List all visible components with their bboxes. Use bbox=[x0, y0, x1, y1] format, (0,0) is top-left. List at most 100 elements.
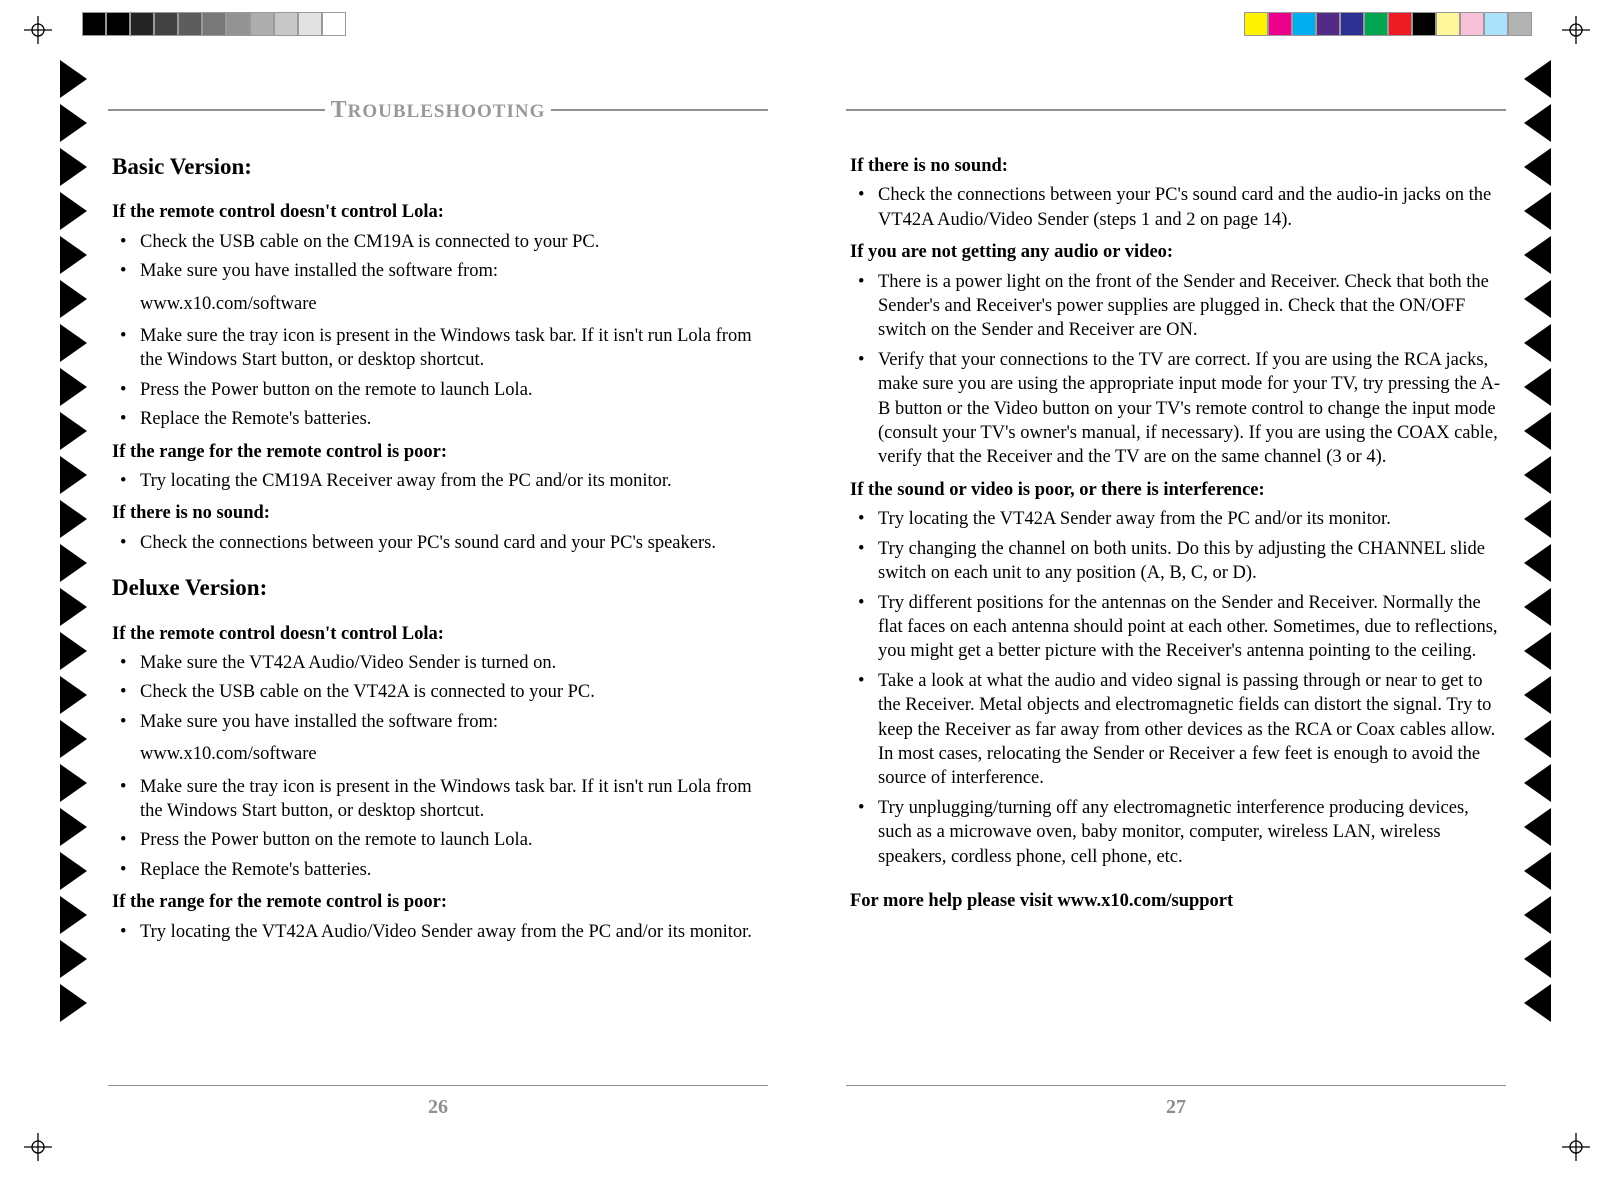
grayscale-calibration-bar bbox=[82, 12, 346, 36]
swatch bbox=[1340, 12, 1364, 36]
color-calibration-bar bbox=[1244, 12, 1532, 36]
bullet-list: Try locating the VT42A Sender away from … bbox=[850, 507, 1502, 869]
heading-basic: Basic Version: bbox=[112, 152, 764, 182]
list-item: Make sure the VT42A Audio/Video Sender i… bbox=[112, 651, 764, 675]
triangle-icon bbox=[60, 324, 87, 362]
bullet-list: Try locating the CM19A Receiver away fro… bbox=[112, 469, 764, 493]
subheading: If the remote control doesn't control Lo… bbox=[112, 622, 764, 646]
swatch bbox=[1412, 12, 1436, 36]
triangle-icon bbox=[1524, 280, 1551, 318]
triangle-icon bbox=[1524, 764, 1551, 802]
list-item: Check the USB cable on the CM19A is conn… bbox=[112, 230, 764, 254]
triangle-icon bbox=[60, 236, 87, 274]
section-title-bar bbox=[846, 96, 1506, 124]
triangle-icon bbox=[60, 984, 87, 1022]
swatch bbox=[106, 12, 130, 36]
triangle-icon bbox=[60, 500, 87, 538]
triangle-icon bbox=[1524, 456, 1551, 494]
triangle-icon bbox=[1524, 324, 1551, 362]
triangle-icon bbox=[60, 632, 87, 670]
triangle-icon bbox=[1524, 940, 1551, 978]
swatch bbox=[322, 12, 346, 36]
bullet-list: Make sure the VT42A Audio/Video Sender i… bbox=[112, 651, 764, 734]
triangle-icon bbox=[1524, 500, 1551, 538]
triangle-icon bbox=[60, 764, 87, 802]
swatch bbox=[130, 12, 154, 36]
triangle-icon bbox=[60, 808, 87, 846]
body-text: www.x10.com/software bbox=[112, 742, 764, 766]
subheading: If you are not getting any audio or vide… bbox=[850, 240, 1502, 264]
triangle-icon bbox=[60, 544, 87, 582]
list-item: Try unplugging/turning off any electroma… bbox=[850, 796, 1502, 869]
triangle-icon bbox=[1524, 720, 1551, 758]
swatch bbox=[226, 12, 250, 36]
triangle-icon bbox=[60, 588, 87, 626]
list-item: Make sure you have installed the softwar… bbox=[112, 710, 764, 734]
triangle-icon bbox=[60, 368, 87, 406]
swatch bbox=[1436, 12, 1460, 36]
page-right: If there is no sound: Check the connecti… bbox=[846, 54, 1506, 1119]
section-title-bar: TROUBLESHOOTING bbox=[108, 96, 768, 124]
triangle-icon bbox=[1524, 632, 1551, 670]
swatch bbox=[1388, 12, 1412, 36]
page-number: 26 bbox=[108, 1096, 768, 1119]
list-item: Try changing the channel on both units. … bbox=[850, 537, 1502, 586]
heading-deluxe: Deluxe Version: bbox=[112, 573, 764, 603]
list-item: Press the Power button on the remote to … bbox=[112, 378, 764, 402]
triangle-icon bbox=[1524, 852, 1551, 890]
triangle-icon bbox=[1524, 192, 1551, 230]
subheading: If the range for the remote control is p… bbox=[112, 440, 764, 464]
triangle-icon bbox=[1524, 104, 1551, 142]
triangle-icon bbox=[1524, 148, 1551, 186]
list-item: Try locating the VT42A Sender away from … bbox=[850, 507, 1502, 531]
swatch bbox=[178, 12, 202, 36]
bullet-list: Check the connections between your PC's … bbox=[850, 183, 1502, 232]
triangle-icon bbox=[1524, 984, 1551, 1022]
triangle-icon bbox=[60, 60, 87, 98]
subheading: If there is no sound: bbox=[850, 154, 1502, 178]
swatch bbox=[202, 12, 226, 36]
bullet-list: Try locating the VT42A Audio/Video Sende… bbox=[112, 920, 764, 944]
triangle-icon bbox=[60, 148, 87, 186]
triangle-icon bbox=[60, 280, 87, 318]
bullet-list: Make sure the tray icon is present in th… bbox=[112, 324, 764, 432]
registration-mark-icon bbox=[1562, 16, 1590, 44]
subheading: If there is no sound: bbox=[112, 501, 764, 525]
bullet-list: There is a power light on the front of t… bbox=[850, 270, 1502, 470]
triangle-icon bbox=[1524, 60, 1551, 98]
list-item: Replace the Remote's batteries. bbox=[112, 858, 764, 882]
swatch bbox=[1508, 12, 1532, 36]
swatch bbox=[250, 12, 274, 36]
swatch bbox=[82, 12, 106, 36]
list-item: Check the connections between your PC's … bbox=[112, 531, 764, 555]
registration-mark-icon bbox=[24, 1133, 52, 1161]
bullet-list: Check the USB cable on the CM19A is conn… bbox=[112, 230, 764, 284]
triangle-icon bbox=[1524, 676, 1551, 714]
subheading: If the range for the remote control is p… bbox=[112, 890, 764, 914]
triangle-icon bbox=[60, 192, 87, 230]
list-item: Check the connections between your PC's … bbox=[850, 183, 1502, 232]
list-item: Verify that your connections to the TV a… bbox=[850, 348, 1502, 470]
triangle-icon bbox=[60, 940, 87, 978]
body-text: www.x10.com/software bbox=[112, 292, 764, 316]
triangle-icon bbox=[1524, 544, 1551, 582]
triangle-icon bbox=[1524, 236, 1551, 274]
swatch bbox=[1460, 12, 1484, 36]
list-item: Try different positions for the antennas… bbox=[850, 591, 1502, 664]
list-item: Take a look at what the audio and video … bbox=[850, 669, 1502, 791]
swatch bbox=[298, 12, 322, 36]
list-item: Try locating the CM19A Receiver away fro… bbox=[112, 469, 764, 493]
triangle-icon bbox=[1524, 368, 1551, 406]
triangle-icon bbox=[1524, 896, 1551, 934]
swatch bbox=[1244, 12, 1268, 36]
bullet-list: Check the connections between your PC's … bbox=[112, 531, 764, 555]
list-item: Make sure the tray icon is present in th… bbox=[112, 775, 764, 824]
swatch bbox=[1316, 12, 1340, 36]
triangle-icon bbox=[60, 104, 87, 142]
bullet-list: Make sure the tray icon is present in th… bbox=[112, 775, 764, 883]
list-item: Check the USB cable on the VT42A is conn… bbox=[112, 680, 764, 704]
list-item: There is a power light on the front of t… bbox=[850, 270, 1502, 343]
list-item: Replace the Remote's batteries. bbox=[112, 407, 764, 431]
swatch bbox=[1268, 12, 1292, 36]
triangle-icon bbox=[1524, 808, 1551, 846]
